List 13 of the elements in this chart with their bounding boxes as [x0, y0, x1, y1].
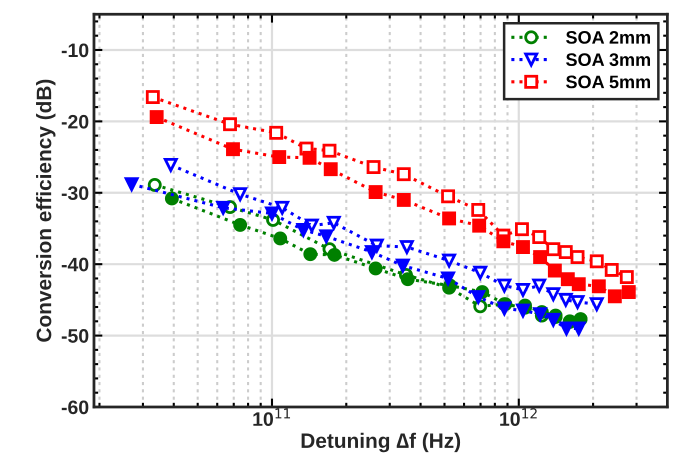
x-tick-label: 10$^{12}$	[500, 408, 537, 426]
y-tick-label: -10	[62, 43, 88, 58]
x-axis-title: Detuning ∆f (Hz)	[302, 432, 460, 452]
x-tick-label: 10$^{11}$	[253, 408, 290, 426]
y-tick-label: -60	[62, 400, 88, 414]
legend-label: SOA 3mm	[566, 53, 650, 66]
legend-label: SOA 5mm	[566, 76, 650, 88]
y-tick-label: -20	[62, 114, 88, 129]
y-tick-label: -50	[62, 329, 88, 343]
legend-label: SOA 2mm	[566, 31, 650, 44]
y-axis-title: Conversion efficiency (dB)	[36, 80, 56, 342]
y-tick-label: -40	[62, 258, 88, 272]
y-tick-label: -30	[62, 186, 88, 200]
